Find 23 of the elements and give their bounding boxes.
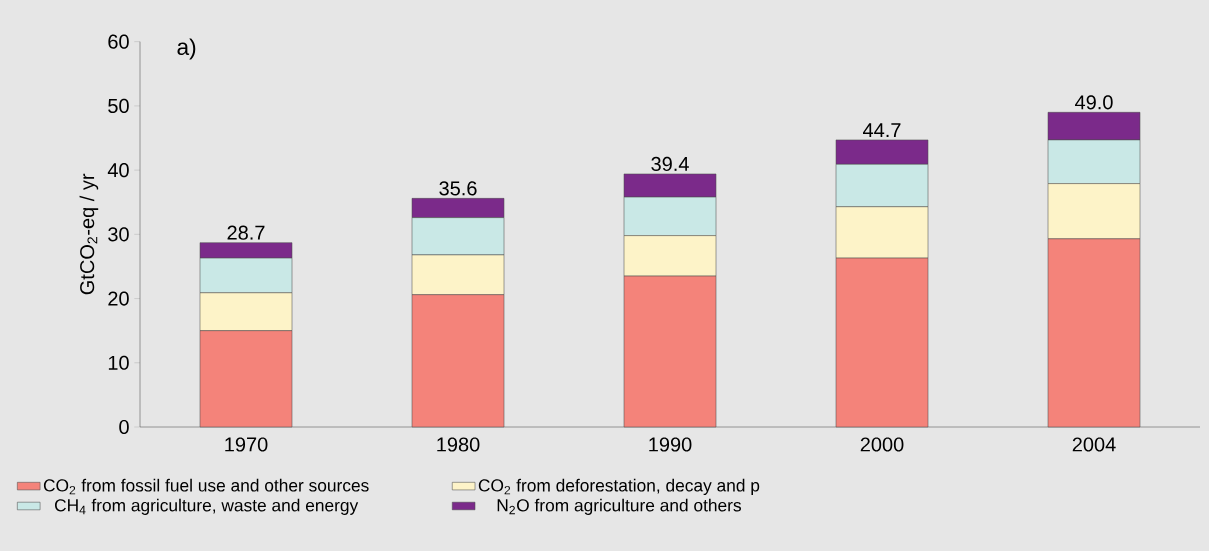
- legend-label: N$_{2}$O from agriculture and others: [497, 498, 741, 515]
- y-tick-label: 50: [108, 98, 129, 113]
- x-tick-label: 2004: [1072, 437, 1116, 452]
- y-tick-label: 0: [119, 419, 129, 435]
- y-tick-label: 40: [107, 163, 129, 178]
- x-tick-label: 1970: [225, 437, 268, 452]
- x-tick-label: 1980: [437, 437, 480, 452]
- total-label: 35.6: [439, 181, 477, 196]
- total-label: 28.7: [227, 225, 265, 240]
- legend-label: CO$_{2}$ from deforestation, decay and p: [478, 478, 760, 495]
- chart-title: a): [177, 38, 196, 60]
- y-tick-label: 60: [108, 34, 129, 49]
- y-tick-label: 20: [108, 291, 129, 306]
- legend-label: CH$_{4}$ from agriculture, waste and energy: [55, 498, 359, 515]
- x-tick-label: 2000: [860, 437, 904, 452]
- y-axis-title: GtCO$_{2}$-eq / yr: [79, 173, 99, 295]
- y-tick-label: 10: [108, 355, 129, 370]
- x-tick-label: 1990: [649, 437, 692, 452]
- total-label: 39.4: [651, 156, 689, 172]
- legend-label: CO$_{2}$ from fossil fuel use and other sources: [43, 478, 369, 495]
- y-tick-label: 30: [108, 227, 129, 242]
- total-label: 44.7: [863, 123, 901, 137]
- total-label: 49.0: [1075, 95, 1113, 110]
